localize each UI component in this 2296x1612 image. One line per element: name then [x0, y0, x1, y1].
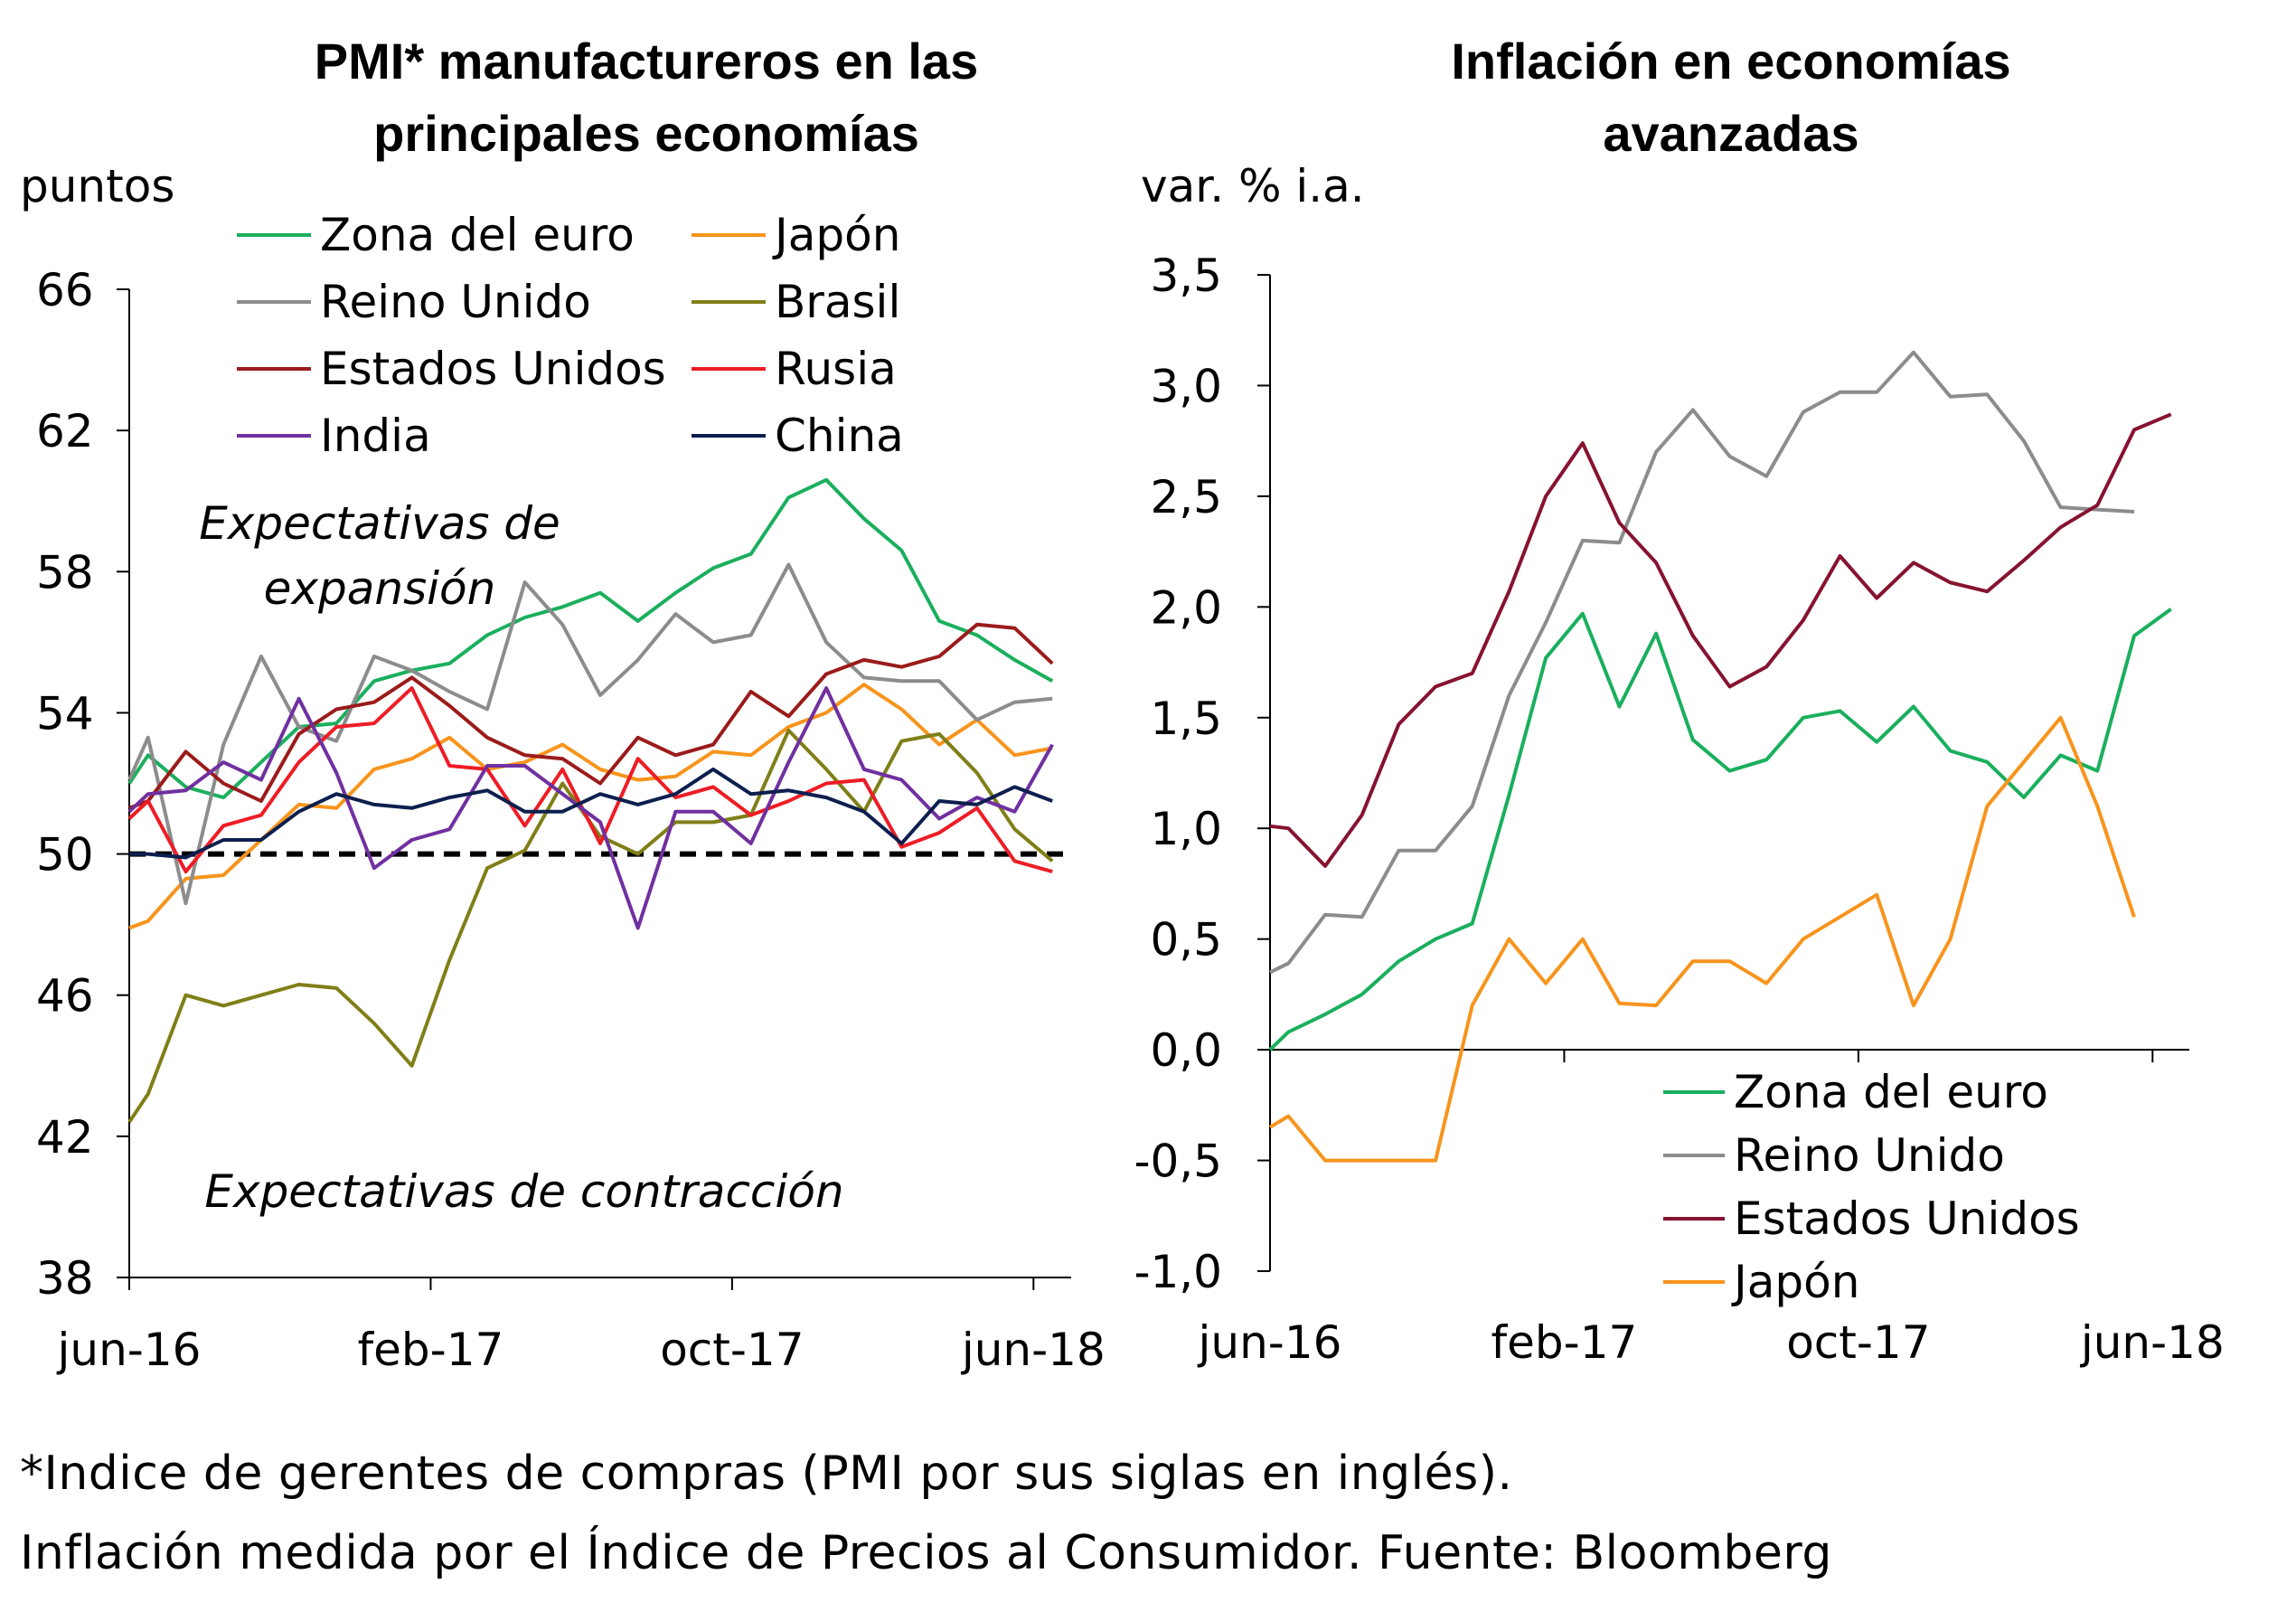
pmi-x-tick-label: jun-18	[961, 1324, 1106, 1376]
inflation-y-tick-label: -0,5	[1134, 1136, 1222, 1188]
pmi-series-india	[127, 686, 1054, 930]
pmi-y-tick-label: 54	[36, 687, 94, 740]
pmi-chart-title-line2: principales economías	[373, 105, 919, 162]
inflation-series-estados-unidos	[1269, 412, 2172, 868]
pmi-x-tick-label: jun-16	[57, 1324, 202, 1376]
pmi-legend-label: Brasil	[775, 276, 900, 328]
pmi-x-tick-label: feb-17	[358, 1324, 504, 1376]
contraction-label: Expectativas de contracción	[204, 1165, 843, 1218]
pmi-chart-title-line1: PMI* manufactureros en las	[315, 33, 978, 90]
inflation-y-tick-label: -1,0	[1134, 1246, 1222, 1298]
inflation-legend-label: Reino Unido	[1734, 1129, 2005, 1182]
pmi-legend-label: Zona del euro	[320, 209, 635, 261]
expansion-label-line1: Expectativas de	[199, 497, 560, 550]
pmi-series-china	[129, 767, 1053, 860]
pmi-y-tick-label: 46	[36, 970, 94, 1023]
expansion-label-line2: expansión	[264, 562, 496, 615]
pmi-y-tick-label: 38	[36, 1252, 94, 1305]
pmi-series-rusia	[127, 686, 1053, 874]
inflation-y-tick-label: 1,5	[1150, 693, 1222, 745]
inflation-x-tick-label: oct-17	[1786, 1316, 1930, 1369]
inflation-legend-label: Estados Unidos	[1734, 1193, 2080, 1245]
pmi-legend-label: Japón	[772, 209, 900, 261]
pmi-series-reino-unido	[127, 562, 1053, 906]
inflation-x-tick-label: feb-17	[1491, 1316, 1638, 1369]
inflation-y-tick-label: 0,5	[1150, 914, 1222, 966]
inflation-y-tick-label: 3,5	[1150, 250, 1222, 302]
inflation-y-axis-label: var. % i.a.	[1141, 160, 1365, 212]
pmi-y-tick-label: 42	[36, 1111, 94, 1164]
pmi-y-axis-label: puntos	[20, 160, 174, 212]
pmi-legend-label: China	[775, 410, 904, 462]
pmi-y-tick-label: 58	[36, 546, 94, 599]
footnote-source: Inflación medida por el Índice de Precio…	[20, 1526, 1832, 1580]
inflation-legend-label: Japón	[1731, 1256, 1859, 1308]
inflation-series-zona-del-euro	[1268, 608, 2172, 1051]
inflation-x-tick-label: jun-18	[2080, 1316, 2225, 1369]
inflation-chart-title-line1: Inflación en economías	[1451, 33, 2010, 90]
inflation-y-tick-label: 2,5	[1150, 471, 1222, 523]
footnote-pmi-definition: *Indice de gerentes de compras (PMI por …	[20, 1447, 1513, 1501]
inflation-y-tick-label: 1,0	[1150, 803, 1222, 855]
pmi-y-tick-label: 50	[36, 829, 94, 881]
pmi-series-zona-del-euro	[127, 477, 1054, 800]
inflation-series-reino-unido	[1269, 350, 2135, 975]
pmi-plot-area: 38 42 46 50 54 58 62 66 jun-16 feb-17 oct-17 jun-18	[36, 264, 1106, 1376]
inflation-x-tick-label: jun-16	[1198, 1316, 1342, 1369]
pmi-y-tick-label: 62	[36, 405, 94, 457]
pmi-x-tick-label: oct-17	[660, 1324, 804, 1376]
pmi-legend-label: Estados Unidos	[320, 343, 666, 395]
inflation-y-tick-label: 2,0	[1150, 581, 1222, 634]
inflation-series-japon	[1268, 715, 2136, 1163]
pmi-legend-label: Rusia	[775, 343, 897, 395]
inflation-legend-label: Zona del euro	[1734, 1066, 2048, 1118]
inflation-y-tick-label: 0,0	[1150, 1024, 1222, 1077]
pmi-legend: Zona del euro Japón Reino Unido Brasil Estad…	[237, 209, 904, 462]
inflation-chart-title-line2: avanzadas	[1603, 105, 1858, 162]
inflation-legend: Zona del euro Reino Unido Estados Unidos Ja…	[1663, 1066, 2080, 1308]
inflation-y-tick-label: 3,0	[1150, 360, 1222, 412]
pmi-series-estados-unidos	[128, 622, 1054, 810]
pmi-legend-label: India	[320, 410, 431, 462]
pmi-legend-label: Reino Unido	[320, 276, 591, 328]
pmi-y-tick-label: 66	[36, 264, 94, 316]
inflation-chart: Inflación en economías avanzadas var. % …	[1134, 33, 2224, 1369]
pmi-chart: PMI* manufactureros en las principales e…	[20, 33, 1106, 1376]
inflation-plot-area: -1,0 -0,5 0,0 0,5 1,0 1,5 2,0 2,5 3,0 3,5 jun-16 fe…	[1134, 250, 2224, 1369]
